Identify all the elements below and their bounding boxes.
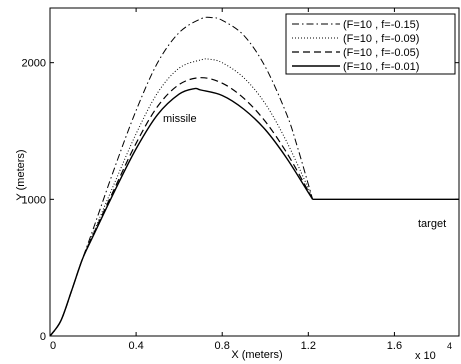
series-layer bbox=[49, 16, 459, 337]
legend-label-3: (F=10 , f=-0.05) bbox=[343, 47, 419, 59]
legend-entry-4: (F=10 , f=-0.01) bbox=[292, 61, 419, 73]
x-multiplier-exponent: 4 bbox=[447, 341, 452, 351]
legend-entry-3: (F=10 , f=-0.05) bbox=[292, 47, 419, 59]
y-axis-label: Y (meters) bbox=[15, 149, 27, 200]
legend-entry-2: (F=10 , f=-0.09) bbox=[292, 33, 419, 45]
legend-entry-1: (F=10 , f=-0.15) bbox=[292, 19, 419, 31]
y-tick-label: 1000 bbox=[22, 194, 46, 206]
y-tick-label: 0 bbox=[40, 331, 46, 343]
annotation-missile: missile bbox=[163, 113, 197, 125]
legend-box bbox=[285, 13, 456, 75]
x-tick-label: 1.2 bbox=[301, 340, 316, 352]
plot-border bbox=[49, 7, 460, 337]
x-tick-label: 0.4 bbox=[128, 340, 143, 352]
series-line-4 bbox=[49, 87, 314, 337]
legend-label-4: (F=10 , f=-0.01) bbox=[343, 61, 419, 73]
legend-label-1: (F=10 , f=-0.15) bbox=[343, 19, 419, 31]
x-multiplier-base: x 10 bbox=[415, 350, 436, 362]
legend-label-2: (F=10 , f=-0.09) bbox=[343, 33, 419, 45]
annotation-target: target bbox=[418, 218, 446, 230]
y-tick-label: 2000 bbox=[22, 58, 46, 70]
x-tick-label: 0 bbox=[50, 340, 56, 352]
plot-frame bbox=[49, 7, 460, 337]
series-line-2 bbox=[49, 58, 314, 337]
legend: (F=10 , f=-0.15) (F=10 , f=-0.09) (F=10 … bbox=[285, 13, 456, 75]
ticks-layer: 0 0.4 0.8 1.2 1.6 0 1000 2000 bbox=[22, 8, 459, 352]
series-line-1 bbox=[49, 16, 314, 337]
x-axis-label: X (meters) bbox=[231, 349, 282, 361]
x-tick-label: 0.8 bbox=[215, 340, 230, 352]
x-tick-label: 1.6 bbox=[387, 340, 402, 352]
